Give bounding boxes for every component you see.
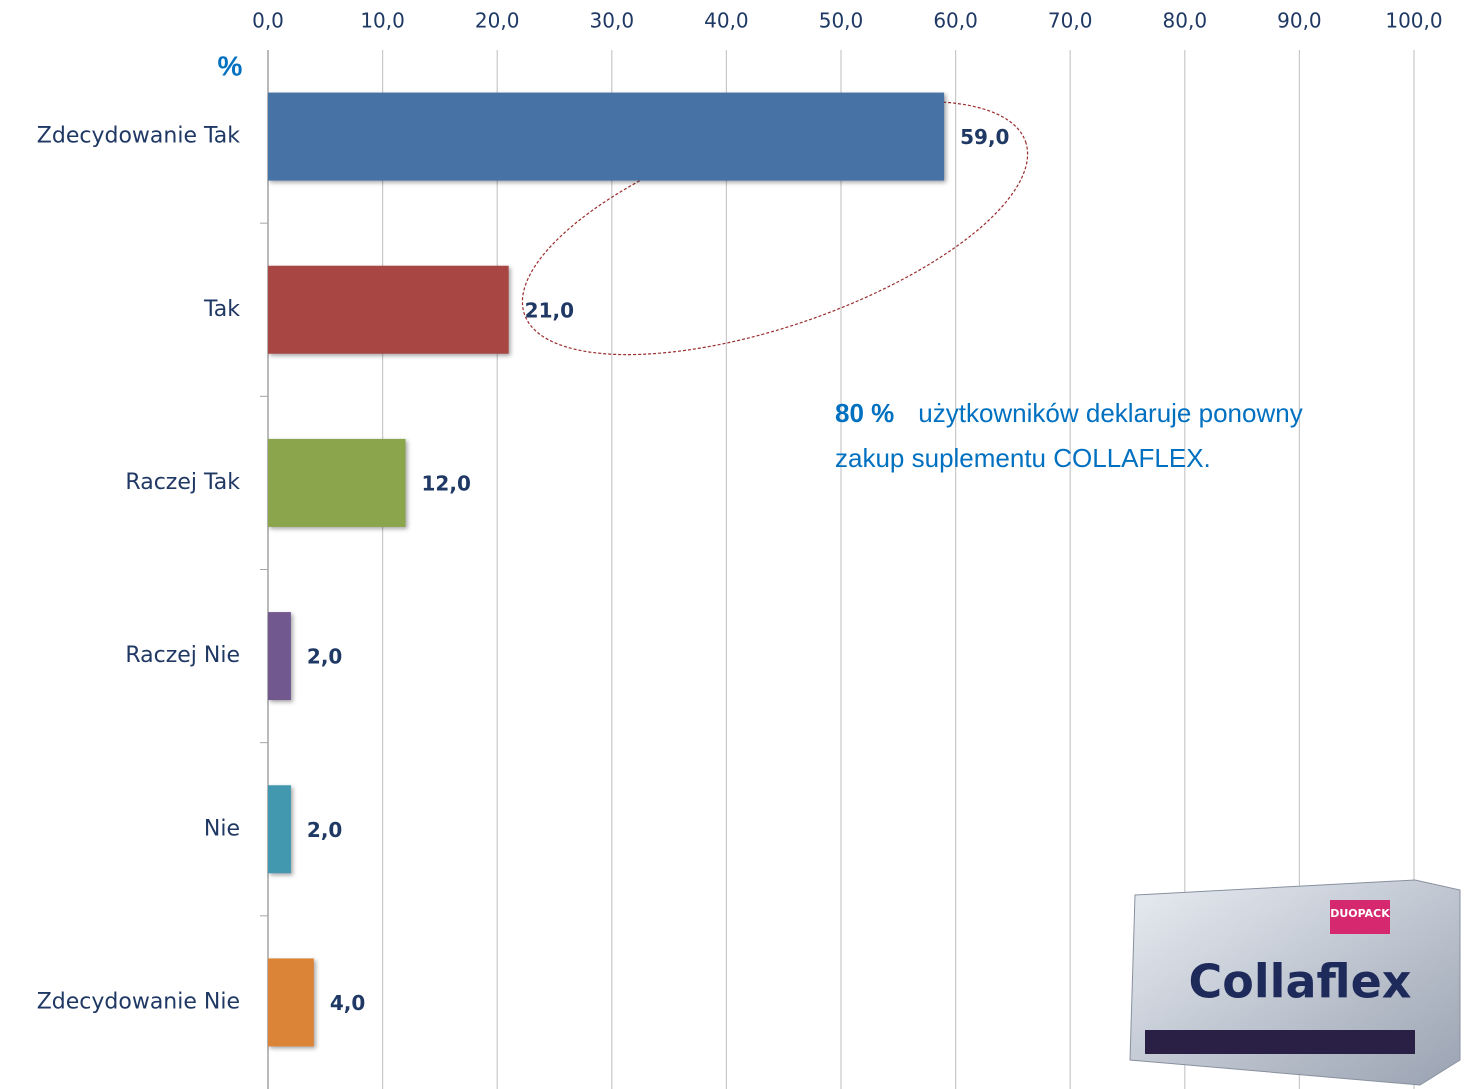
bar (268, 958, 314, 1046)
value-label: 2,0 (307, 645, 342, 669)
y-tick-label: Raczej Nie (125, 643, 240, 668)
bar (268, 785, 291, 873)
x-tick-label: 90,0 (1277, 9, 1322, 33)
x-tick-label: 100,0 (1385, 9, 1442, 33)
bar (268, 439, 406, 527)
product-image: DUOPACK Collaflex (1130, 880, 1460, 1085)
x-tick-label: 50,0 (819, 9, 864, 33)
product-badge: DUOPACK (1330, 907, 1390, 920)
y-tick-label: Zdecydowanie Nie (37, 989, 240, 1014)
x-tick-label: 60,0 (933, 9, 978, 33)
x-tick-label: 10,0 (360, 9, 405, 33)
annotation-line: użytkowników deklaruje ponowny (918, 398, 1302, 428)
value-label: 59,0 (960, 125, 1009, 149)
bar (268, 612, 291, 700)
x-tick-label: 20,0 (475, 9, 520, 33)
value-label: 21,0 (525, 298, 574, 322)
value-label: 12,0 (422, 471, 471, 495)
y-tick-label: Zdecydowanie Tak (37, 124, 240, 149)
value-label: 4,0 (330, 991, 365, 1015)
value-label: 2,0 (307, 818, 342, 842)
annotation: 80 % użytkowników deklaruje ponowny (835, 398, 1303, 428)
bar (268, 93, 944, 181)
chart: % 80 % użytkowników deklaruje ponowny zak… (0, 0, 1464, 1089)
x-tick-label: 0,0 (252, 9, 284, 33)
x-tick-label: 30,0 (590, 9, 635, 33)
y-tick-label: Raczej Tak (125, 470, 240, 495)
x-tick-label: 70,0 (1048, 9, 1093, 33)
x-tick-label: 80,0 (1163, 9, 1208, 33)
annotation-highlight: 80 % (835, 398, 894, 428)
y-tick-label: Nie (204, 816, 240, 841)
product-band (1145, 1030, 1415, 1054)
bar (268, 266, 509, 354)
product-brand: Collaflex (1189, 955, 1412, 1009)
annotation-line: zakup suplementu COLLAFLEX. (835, 443, 1211, 473)
y-tick-label: Tak (203, 297, 240, 322)
unit-label: % (218, 50, 243, 81)
x-tick-label: 40,0 (704, 9, 749, 33)
